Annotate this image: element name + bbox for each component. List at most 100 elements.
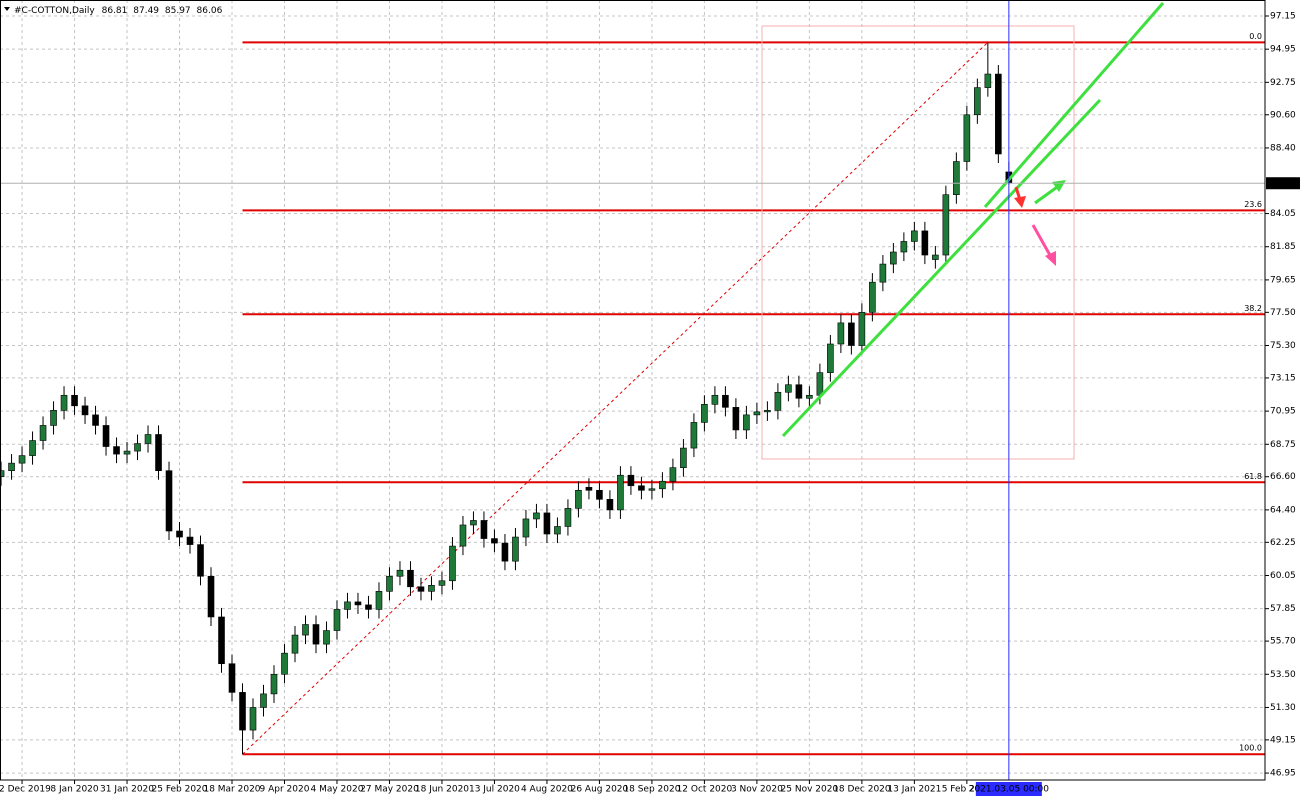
candle-body [270,673,278,695]
candle-body [900,241,908,253]
candle-body [155,434,162,471]
y-tick-label: 64.40 [1270,505,1296,515]
candle-body [176,530,183,538]
candle-body [795,384,803,399]
x-tick-label: 18 Mar 2020 [203,785,260,795]
fibo-layer: 0.0 23.6 38.2 61.8 100.0 [242,32,1265,756]
x-tick-label: 25 Feb 2020 [152,785,208,795]
candle-body [669,467,677,482]
candle-body [890,251,897,265]
candle-body [554,526,561,535]
grid-layer [0,0,1265,780]
candle-body [92,414,99,426]
candle-body [606,499,614,511]
candle-body [113,446,120,455]
y-tick-label: 46.95 [1270,769,1296,779]
x-tick-label: 25 Nov 2020 [781,785,839,795]
candle-body [102,425,110,447]
header-icon [4,7,10,11]
current-price-label: 86.06 [1269,179,1295,189]
candle-body [690,422,698,449]
y-tick-label: 57.85 [1270,604,1296,614]
candle-body [459,524,467,547]
candle-body [81,405,89,416]
candle-body [186,536,194,545]
candle-body [491,538,498,544]
fibo-label: 38.2 [1244,304,1262,313]
y-tick-label: 66.60 [1270,472,1296,482]
candle-body [281,652,288,675]
x-tick-label: 4 Aug 2020 [521,785,573,795]
arrow-down-red [1014,186,1026,208]
candle-body [827,343,834,373]
y-tick-label: 94.95 [1270,45,1296,55]
x-tick-label: 9 Apr 2020 [260,785,310,795]
x-tick-label: 13 Jul 2020 [469,785,520,795]
candle-body [249,707,257,731]
x-tick-label: 5 Feb 2021 [942,785,992,795]
candle-body [533,512,540,520]
candle-body [0,470,5,478]
candle-body [743,414,750,431]
candle-body [785,384,792,393]
y-tick-label: 81.85 [1270,242,1296,252]
candle-body [869,281,876,313]
candle-body [29,440,36,456]
candle-body [932,254,939,260]
candle-body [564,508,572,527]
candle-body [522,518,530,538]
header: #C-COTTON,Daily 86.81 87.49 85.97 86.06 [14,6,223,16]
candle-body [963,114,971,162]
candle-body [732,407,740,431]
candle-body [480,520,488,539]
x-tick-label: 3 Nov 2020 [731,785,783,795]
candle-body [50,410,57,426]
candle-body [585,486,593,491]
x-tick-label: 18 Dec 2020 [833,785,891,795]
candle-body [60,394,68,411]
y-tick-label: 73.15 [1270,373,1296,383]
candle-body [197,544,204,577]
y-tick-label: 97.15 [1270,11,1296,21]
candle-body [680,447,687,468]
candle-body [501,542,509,562]
candle-body [848,322,855,346]
candle-body [837,322,845,345]
candle-body [753,411,761,416]
x-tick-label: 12 Dec 2019 [0,785,51,795]
candle-body [312,624,320,645]
y-tick-label: 49.15 [1270,735,1296,745]
candle-body [396,569,404,577]
header-close: 86.06 [197,6,223,16]
x-tick-label: 13 Jan 2021 [887,785,941,795]
candle-body [260,693,267,708]
candle-body [953,161,960,195]
y-tick-label: 55.70 [1270,637,1296,647]
header-low: 85.97 [165,6,191,16]
candle-body [71,394,78,407]
candle-body [165,470,173,532]
y-tick-label: 77.50 [1270,308,1296,318]
candle-body [39,425,47,441]
candle-body [617,474,624,511]
candle-body [428,585,435,592]
candle-body [879,263,887,283]
candle-body [218,616,225,665]
candle-body [228,663,236,693]
candle-body [659,480,666,490]
candle-body [134,443,141,452]
overlay-layer [0,0,1265,780]
candle-body [711,394,719,405]
candle-body [123,450,131,455]
y-tick-label: 60.05 [1270,571,1296,581]
y-tick-label: 92.75 [1270,78,1296,88]
current-price-box [1266,177,1300,190]
candle-body [323,630,330,645]
candle-body [512,536,519,562]
y-tick-label: 62.25 [1270,538,1296,548]
candle-body [806,394,813,399]
y-tick-label: 51.30 [1270,703,1296,713]
candle-body [942,194,950,256]
